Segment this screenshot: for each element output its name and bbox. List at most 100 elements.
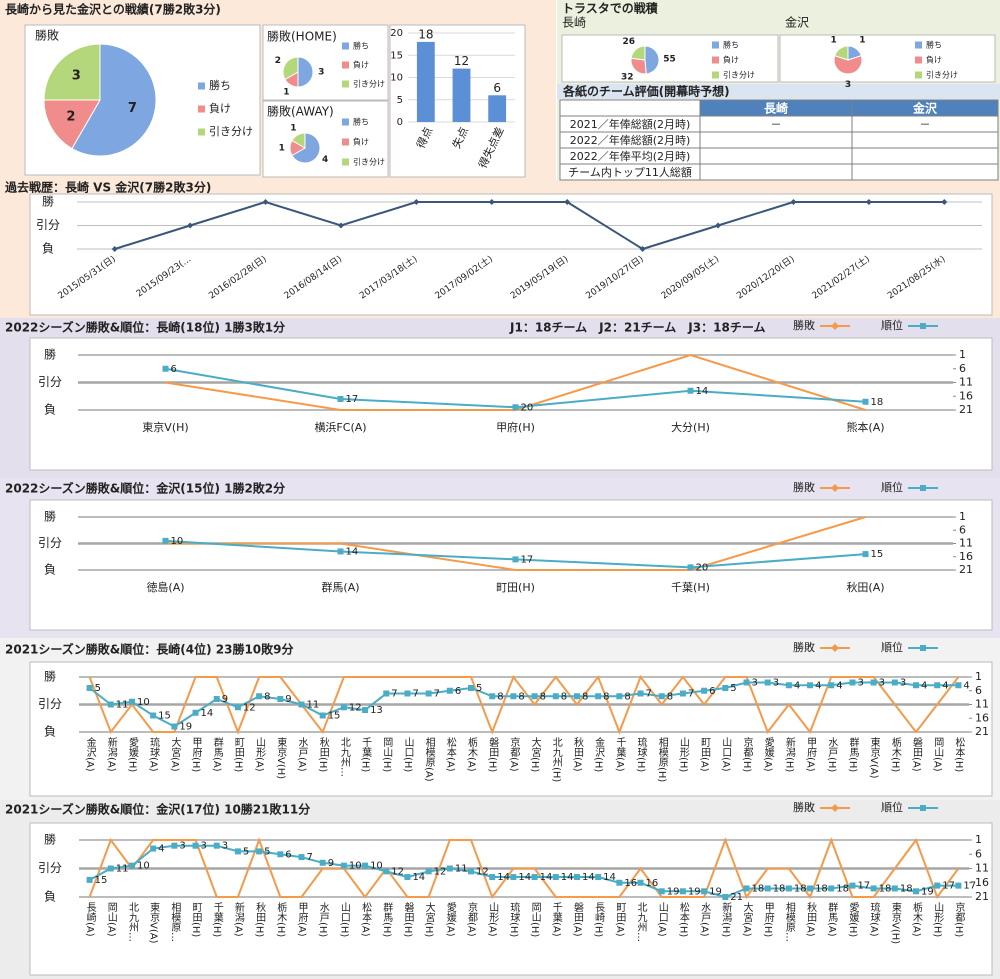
marker <box>722 894 729 900</box>
data-label: 8 <box>667 691 673 702</box>
marker <box>573 874 580 881</box>
x-tick-label: 相模原… <box>783 901 795 942</box>
legend-label: 勝ち <box>926 40 942 50</box>
y2-tick-label: 6 <box>975 847 982 860</box>
y2-tick-label: 6 <box>959 523 966 536</box>
data-label: 21 <box>730 892 743 903</box>
data-label: 5 <box>95 683 101 694</box>
x-tick-label: 磐田(A) <box>571 901 583 937</box>
data-label: 3 <box>752 678 758 689</box>
marker <box>955 682 962 689</box>
marker <box>743 679 750 686</box>
marker <box>595 693 602 700</box>
x-tick-label: 熊本(A) <box>846 420 884 434</box>
pie-slice <box>71 43 157 157</box>
chart-box <box>262 100 389 178</box>
legend-label: 負け <box>353 137 369 147</box>
marker <box>531 693 538 700</box>
legend-label: 負け <box>926 55 942 65</box>
data-label: 19 <box>709 886 722 897</box>
marker <box>743 885 750 892</box>
x-tick-label: 東京V(H) <box>275 736 287 779</box>
marker <box>531 874 538 881</box>
table-cell-text: － <box>920 118 931 131</box>
legend-label: 順位 <box>881 318 903 332</box>
x-tick-label: 松本(H) <box>953 736 965 773</box>
chart-title: 2022シーズン勝敗&順位：金沢(15位) 1勝2敗2分 <box>5 481 285 496</box>
chart-box <box>29 193 993 316</box>
pie-title: 長崎 <box>562 16 586 30</box>
marker <box>552 874 559 881</box>
y2-tick-label: 16 <box>975 711 989 724</box>
data-label: 3 <box>773 678 779 689</box>
x-tick-label: 京都(A) <box>508 736 520 772</box>
y2-tick-label: 1 <box>975 670 982 683</box>
marker <box>849 679 856 686</box>
y-tick-label: 勝 <box>44 347 56 362</box>
table-cell-text: 2022／年俸平均(2月時) <box>570 149 691 163</box>
data-label: 7 <box>391 689 397 700</box>
data-label: 6 <box>493 81 501 95</box>
marker <box>488 199 495 205</box>
data-label: 8 <box>624 691 630 702</box>
x-tick-label: 栃木(A) <box>466 736 478 772</box>
x-tick-label: 愛媛(A) <box>762 736 774 772</box>
x-tick-label: 大分(H) <box>671 420 710 434</box>
x-tick-label: 琉球(A) <box>148 736 160 772</box>
table-cell <box>699 163 853 181</box>
x-tick-label: 千葉(H) <box>360 737 372 773</box>
data-label: 4 <box>963 680 969 691</box>
data-label: 5 <box>243 846 249 857</box>
marker <box>362 862 369 869</box>
y-tick-label: 15 <box>390 50 403 61</box>
x-tick-label: 山形(A) <box>254 737 266 772</box>
x-tick-label: 東京V(H) <box>142 420 188 434</box>
x-tick-label: 群馬(H) <box>381 901 393 938</box>
x-tick-label: 琉球(A) <box>868 901 880 937</box>
x-tick-label: 新潟(H) <box>720 901 732 938</box>
x-tick-label: 山口(H) <box>338 902 349 938</box>
marker <box>687 387 694 394</box>
data-label: 5 <box>730 683 736 694</box>
x-tick-label: 千葉(A) <box>614 737 626 772</box>
legend-label: 引き分け <box>209 124 253 138</box>
x-tick-label: 町田(A) <box>614 902 626 937</box>
x-tick-label: 水戸(A) <box>296 737 308 772</box>
x-tick-label: 岡山(A) <box>932 737 944 772</box>
legend-label: 勝敗 <box>793 318 815 332</box>
data-label: 17 <box>963 881 976 892</box>
legend-swatch <box>198 105 205 113</box>
y2-tick-label: 21 <box>975 725 989 738</box>
data-label: 11 <box>455 864 468 875</box>
data-label: 10 <box>370 861 383 872</box>
x-tick-label: 山口(H) <box>402 737 413 773</box>
data-label: 8 <box>582 691 588 702</box>
marker <box>637 690 644 697</box>
x-tick-label: 町田(A) <box>699 737 711 772</box>
data-label: 18 <box>773 883 786 894</box>
data-label: 19 <box>688 886 701 897</box>
marker <box>934 682 941 689</box>
y-tick-label: 負 <box>44 403 56 417</box>
data-label: 19 <box>921 886 934 897</box>
legend-swatch <box>915 71 922 79</box>
marker <box>595 874 602 881</box>
marker <box>425 868 432 875</box>
legend-marker <box>831 644 839 652</box>
legend-label: 勝ち <box>209 78 231 92</box>
x-tick-label: 北九州… <box>338 737 350 777</box>
marker <box>277 696 284 702</box>
x-tick-label: 甲府(A) <box>805 737 817 772</box>
table-title: 各紙のチーム評価(開幕時予想) <box>562 84 730 99</box>
legend-swatch <box>915 41 922 49</box>
data-label: 14 <box>540 872 553 883</box>
marker <box>941 199 948 205</box>
legend-label: 勝敗 <box>793 800 815 814</box>
x-tick-label: 新潟(A) <box>232 901 244 937</box>
data-label: 8 <box>497 691 503 702</box>
data-label: 12 <box>349 702 362 713</box>
series-line <box>89 844 959 899</box>
legend-swatch <box>915 56 922 64</box>
marker <box>785 885 792 892</box>
x-tick-label: 町田(H) <box>232 737 244 772</box>
